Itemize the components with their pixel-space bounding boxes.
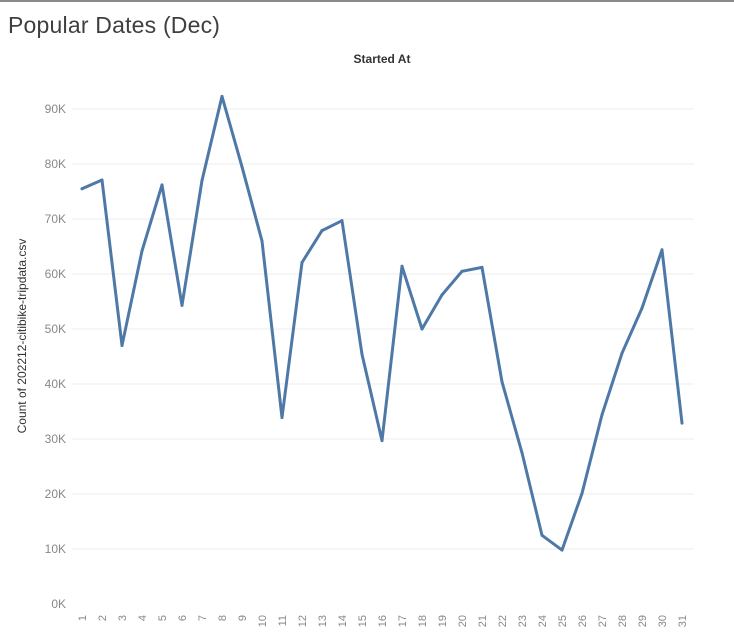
- data-point[interactable]: [180, 303, 184, 307]
- y-tick-label: 30K: [45, 432, 66, 446]
- data-point[interactable]: [340, 219, 344, 223]
- x-tick-label: 29: [637, 615, 649, 627]
- x-tick-label: 7: [197, 615, 209, 621]
- x-tick-label: 19: [437, 615, 449, 627]
- x-tick-label: 25: [557, 615, 569, 627]
- x-tick-label: 30: [657, 615, 669, 627]
- data-point[interactable]: [240, 165, 244, 169]
- data-point[interactable]: [660, 248, 664, 252]
- data-point[interactable]: [100, 178, 104, 182]
- data-point[interactable]: [140, 249, 144, 253]
- data-point[interactable]: [320, 229, 324, 233]
- y-axis-title: Count of 202212-citibike-tripdata.csv: [15, 239, 29, 434]
- x-tick-label: 31: [677, 615, 689, 627]
- y-tick-label: 70K: [45, 212, 66, 226]
- data-point[interactable]: [300, 260, 304, 264]
- x-tick-label: 24: [537, 615, 549, 627]
- data-point[interactable]: [440, 293, 444, 297]
- data-point[interactable]: [640, 306, 644, 310]
- x-tick-label: 22: [497, 615, 509, 627]
- data-point[interactable]: [280, 416, 284, 420]
- x-tick-label: 17: [397, 615, 409, 627]
- x-tick-label: 1: [77, 615, 89, 621]
- x-axis: 1 2 3 4 5 6 7 8 9 10 11 12 13 14 15 16 17 18 19 20 21 22 23 24 2…: [77, 615, 689, 627]
- y-tick-label: 20K: [45, 487, 66, 501]
- x-tick-label: 21: [477, 615, 489, 627]
- x-tick-label: 18: [417, 615, 429, 627]
- y-tick-label: 50K: [45, 322, 66, 336]
- data-point[interactable]: [520, 451, 524, 455]
- x-tick-label: 12: [297, 615, 309, 627]
- data-point[interactable]: [420, 327, 424, 331]
- data-point[interactable]: [260, 239, 264, 243]
- y-tick-label: 60K: [45, 267, 66, 281]
- y-axis: 0K 10K 20K 30K 40K 50K 60K 70K 80K 90K: [45, 102, 66, 611]
- data-point[interactable]: [620, 351, 624, 355]
- top-divider: [0, 0, 734, 2]
- x-tick-label: 10: [257, 615, 269, 627]
- x-tick-label: 27: [597, 615, 609, 627]
- x-tick-label: 15: [357, 615, 369, 627]
- data-point[interactable]: [600, 413, 604, 417]
- data-point[interactable]: [680, 421, 684, 425]
- x-tick-label: 9: [237, 615, 249, 621]
- x-tick-label: 23: [517, 615, 529, 627]
- data-point[interactable]: [80, 187, 84, 191]
- data-point[interactable]: [380, 439, 384, 443]
- data-point[interactable]: [360, 352, 364, 356]
- x-tick-label: 26: [577, 615, 589, 627]
- data-point[interactable]: [220, 94, 224, 98]
- x-tick-label: 4: [137, 615, 149, 621]
- data-point[interactable]: [460, 269, 464, 273]
- y-tick-label: 90K: [45, 102, 66, 116]
- data-point[interactable]: [400, 264, 404, 268]
- y-tick-label: 80K: [45, 157, 66, 171]
- data-point[interactable]: [580, 491, 584, 495]
- x-tick-label: 20: [457, 615, 469, 627]
- x-tick-label: 8: [217, 615, 229, 621]
- data-point[interactable]: [160, 183, 164, 187]
- data-point[interactable]: [500, 380, 504, 384]
- data-point[interactable]: [480, 265, 484, 269]
- y-tick-label: 40K: [45, 377, 66, 391]
- x-tick-label: 6: [177, 615, 189, 621]
- y-tick-label: 0K: [51, 597, 66, 611]
- y-tick-label: 10K: [45, 542, 66, 556]
- gridlines: [72, 108, 694, 550]
- x-tick-label: 2: [97, 615, 109, 621]
- x-tick-label: 16: [377, 615, 389, 627]
- x-tick-label: 3: [117, 615, 129, 621]
- data-point[interactable]: [560, 548, 564, 552]
- data-point[interactable]: [540, 533, 544, 537]
- data-point[interactable]: [200, 179, 204, 182]
- chart-title: Started At: [354, 52, 411, 66]
- series-layer: [80, 94, 684, 552]
- x-tick-label: 28: [617, 615, 629, 627]
- x-tick-label: 13: [317, 615, 329, 627]
- x-tick-label: 5: [157, 615, 169, 621]
- x-tick-label: 14: [337, 615, 349, 627]
- data-point[interactable]: [120, 344, 124, 347]
- x-tick-label: 11: [277, 615, 289, 626]
- page-title: Popular Dates (Dec): [8, 12, 221, 38]
